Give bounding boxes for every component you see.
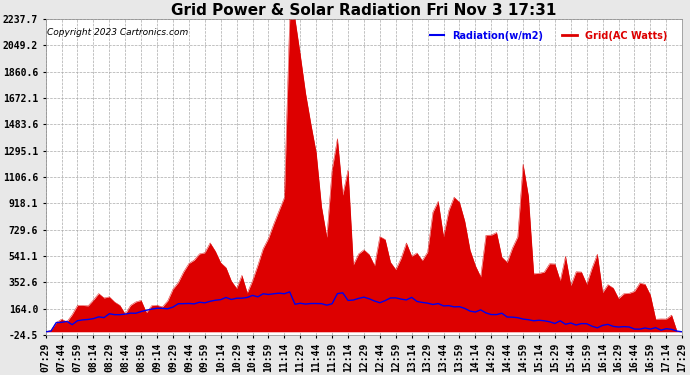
Text: Copyright 2023 Cartronics.com: Copyright 2023 Cartronics.com [47, 28, 188, 38]
Title: Grid Power & Solar Radiation Fri Nov 3 17:31: Grid Power & Solar Radiation Fri Nov 3 1… [171, 3, 557, 18]
Legend: Radiation(w/m2), Grid(AC Watts): Radiation(w/m2), Grid(AC Watts) [426, 27, 671, 45]
